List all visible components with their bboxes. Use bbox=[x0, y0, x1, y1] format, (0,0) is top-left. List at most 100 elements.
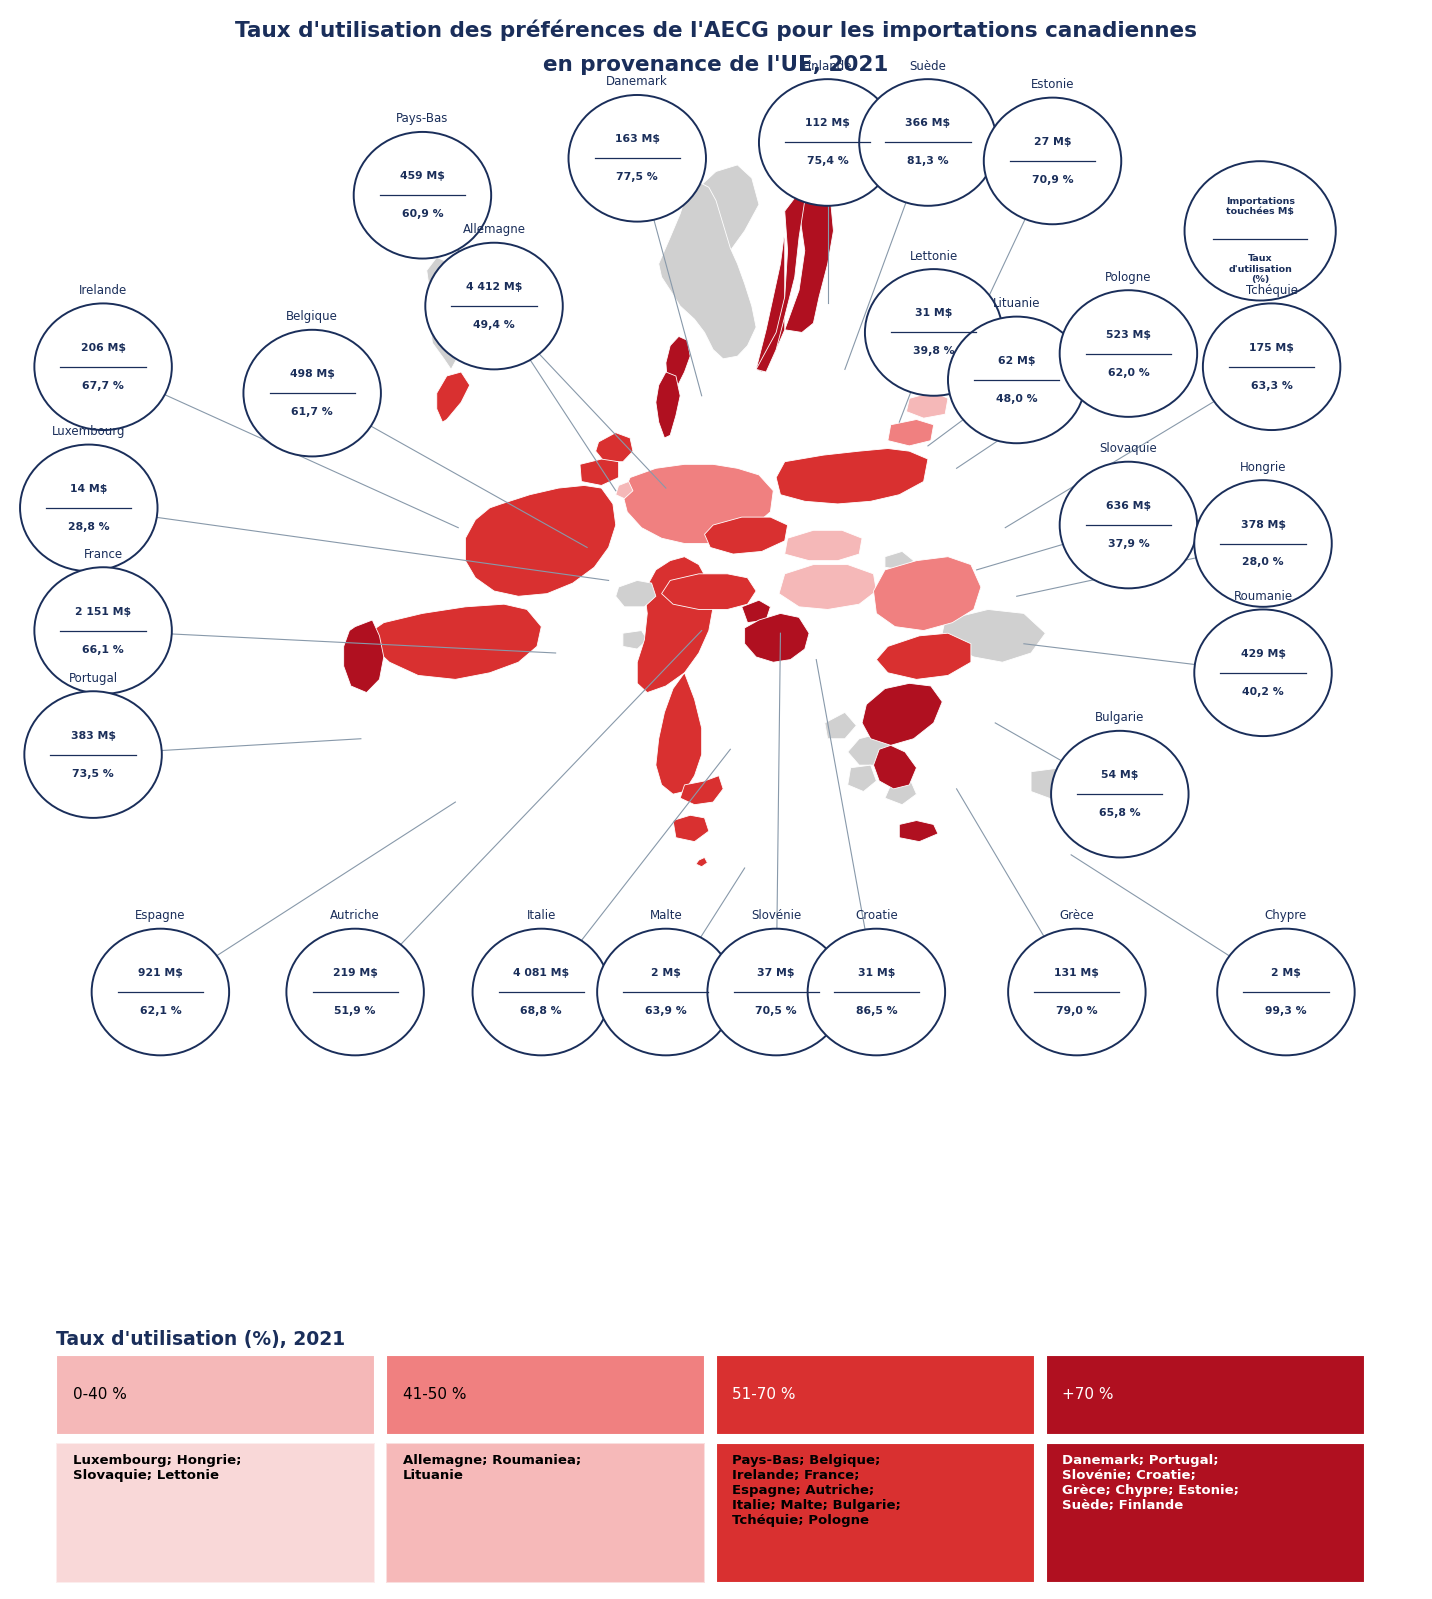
Polygon shape bbox=[465, 486, 616, 596]
FancyBboxPatch shape bbox=[1045, 1354, 1365, 1436]
Text: 39,8 %: 39,8 % bbox=[912, 347, 955, 357]
Text: 498 M$: 498 M$ bbox=[289, 369, 335, 379]
Circle shape bbox=[34, 304, 172, 430]
Text: 70,5 %: 70,5 % bbox=[755, 1006, 798, 1015]
Circle shape bbox=[984, 98, 1121, 224]
Text: Slovénie: Slovénie bbox=[750, 910, 802, 923]
Text: 459 M$: 459 M$ bbox=[400, 171, 445, 181]
Polygon shape bbox=[596, 433, 633, 462]
Text: 383 M$: 383 M$ bbox=[70, 731, 116, 740]
Polygon shape bbox=[623, 464, 773, 544]
Text: Roumanie: Roumanie bbox=[1233, 590, 1293, 603]
Text: Allemagne: Allemagne bbox=[463, 224, 526, 237]
Polygon shape bbox=[680, 776, 723, 804]
Text: 75,4 %: 75,4 % bbox=[806, 157, 849, 166]
Text: 27 M$: 27 M$ bbox=[1034, 138, 1071, 147]
Text: 62,0 %: 62,0 % bbox=[1107, 368, 1150, 377]
Polygon shape bbox=[885, 552, 914, 569]
Text: 366 M$: 366 M$ bbox=[905, 118, 951, 128]
Polygon shape bbox=[372, 604, 541, 680]
Text: Taux d'utilisation (%), 2021: Taux d'utilisation (%), 2021 bbox=[56, 1330, 345, 1350]
Text: Chypre: Chypre bbox=[1264, 910, 1307, 923]
Polygon shape bbox=[1091, 792, 1128, 815]
Text: 62 M$: 62 M$ bbox=[998, 357, 1035, 366]
Polygon shape bbox=[616, 481, 633, 499]
Polygon shape bbox=[899, 820, 938, 841]
FancyBboxPatch shape bbox=[716, 1354, 1035, 1436]
Circle shape bbox=[425, 243, 563, 369]
Text: 99,3 %: 99,3 % bbox=[1264, 1006, 1307, 1015]
Text: 67,7 %: 67,7 % bbox=[82, 381, 125, 390]
Polygon shape bbox=[430, 297, 473, 369]
Text: 523 M$: 523 M$ bbox=[1106, 329, 1151, 339]
Text: 2 M$: 2 M$ bbox=[1272, 967, 1300, 979]
Polygon shape bbox=[427, 257, 455, 304]
Circle shape bbox=[1203, 304, 1340, 430]
FancyBboxPatch shape bbox=[56, 1444, 375, 1583]
Text: 77,5 %: 77,5 % bbox=[616, 173, 659, 182]
Text: 206 M$: 206 M$ bbox=[80, 342, 126, 353]
Polygon shape bbox=[616, 580, 656, 608]
Circle shape bbox=[1060, 291, 1197, 417]
Text: 28,8 %: 28,8 % bbox=[67, 521, 110, 532]
Circle shape bbox=[865, 269, 1002, 397]
Polygon shape bbox=[673, 815, 709, 841]
Polygon shape bbox=[848, 732, 895, 766]
Text: Taux d'utilisation des préférences de l'AECG pour les importations canadiennes: Taux d'utilisation des préférences de l'… bbox=[235, 19, 1197, 42]
Text: 63,3 %: 63,3 % bbox=[1250, 381, 1293, 390]
Polygon shape bbox=[874, 745, 916, 788]
FancyBboxPatch shape bbox=[56, 1354, 375, 1436]
Polygon shape bbox=[785, 531, 862, 561]
Polygon shape bbox=[745, 614, 809, 662]
Text: 112 M$: 112 M$ bbox=[805, 118, 851, 128]
Text: Pays-Bas: Pays-Bas bbox=[397, 112, 448, 125]
Circle shape bbox=[1194, 480, 1332, 606]
Polygon shape bbox=[705, 516, 788, 555]
Text: 73,5 %: 73,5 % bbox=[72, 769, 115, 779]
Text: 175 M$: 175 M$ bbox=[1249, 342, 1295, 353]
Polygon shape bbox=[637, 556, 713, 692]
Polygon shape bbox=[942, 609, 1045, 662]
Text: 48,0 %: 48,0 % bbox=[995, 393, 1038, 405]
Circle shape bbox=[473, 929, 610, 1055]
Circle shape bbox=[243, 329, 381, 456]
Polygon shape bbox=[862, 683, 942, 745]
Circle shape bbox=[92, 929, 229, 1055]
Circle shape bbox=[34, 568, 172, 694]
Circle shape bbox=[808, 929, 945, 1055]
Text: Luxembourg; Hongrie;
Slovaquie; Lettonie: Luxembourg; Hongrie; Slovaquie; Lettonie bbox=[73, 1453, 241, 1482]
Circle shape bbox=[1008, 929, 1146, 1055]
Polygon shape bbox=[914, 561, 971, 604]
Text: en provenance de l'UE, 2021: en provenance de l'UE, 2021 bbox=[543, 56, 889, 75]
Circle shape bbox=[597, 929, 735, 1055]
Polygon shape bbox=[656, 673, 702, 795]
Polygon shape bbox=[344, 620, 384, 692]
Circle shape bbox=[286, 929, 424, 1055]
Text: 163 M$: 163 M$ bbox=[614, 134, 660, 144]
Polygon shape bbox=[1031, 766, 1110, 804]
Polygon shape bbox=[656, 373, 680, 438]
Text: 921 M$: 921 M$ bbox=[137, 967, 183, 979]
Polygon shape bbox=[623, 630, 647, 649]
Polygon shape bbox=[888, 419, 934, 446]
Text: Italie: Italie bbox=[527, 910, 556, 923]
FancyBboxPatch shape bbox=[387, 1354, 705, 1436]
Circle shape bbox=[1051, 731, 1189, 857]
Text: 429 M$: 429 M$ bbox=[1240, 649, 1286, 659]
Text: 60,9 %: 60,9 % bbox=[401, 209, 444, 219]
Text: Suède: Suède bbox=[909, 59, 947, 72]
Text: 51-70 %: 51-70 % bbox=[733, 1388, 796, 1402]
Text: Pays-Bas; Belgique;
Irelande; France;
Espagne; Autriche;
Italie; Malte; Bulgarie: Pays-Bas; Belgique; Irelande; France; Es… bbox=[733, 1453, 901, 1527]
Polygon shape bbox=[699, 165, 759, 264]
Text: 28,0 %: 28,0 % bbox=[1242, 558, 1285, 568]
Text: 0-40 %: 0-40 % bbox=[73, 1388, 126, 1402]
Circle shape bbox=[569, 94, 706, 222]
FancyBboxPatch shape bbox=[387, 1444, 705, 1583]
Text: 86,5 %: 86,5 % bbox=[855, 1006, 898, 1015]
Text: 79,0 %: 79,0 % bbox=[1055, 1006, 1098, 1015]
Text: Bulgarie: Bulgarie bbox=[1095, 712, 1144, 724]
Circle shape bbox=[1194, 609, 1332, 736]
Polygon shape bbox=[437, 373, 470, 422]
Text: 62,1 %: 62,1 % bbox=[139, 1006, 182, 1015]
Text: 40,2 %: 40,2 % bbox=[1242, 688, 1285, 697]
